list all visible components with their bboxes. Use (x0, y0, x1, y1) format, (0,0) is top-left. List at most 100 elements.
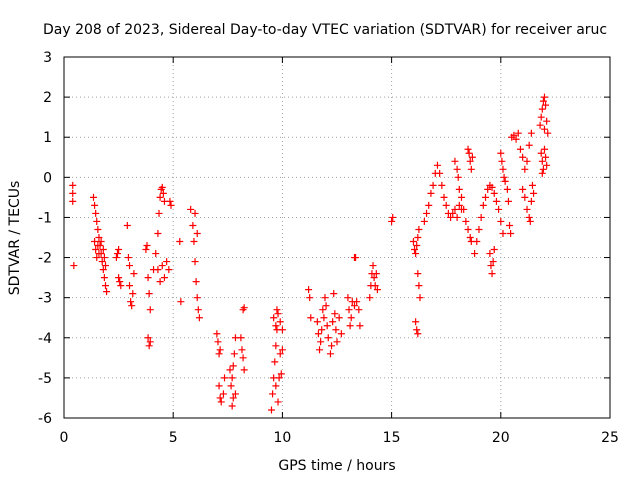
data-point-marker (145, 342, 153, 350)
data-point-marker (530, 189, 538, 197)
data-point-marker (154, 266, 162, 274)
x-axis-label: GPS time / hours (278, 458, 395, 474)
data-point-marker (366, 294, 374, 302)
data-point-marker (100, 254, 108, 262)
data-point-marker (69, 181, 77, 189)
data-point-marker (275, 374, 283, 382)
data-point-marker (543, 161, 551, 169)
data-point-marker (352, 254, 360, 262)
data-point-marker (498, 157, 506, 165)
data-point-marker (307, 314, 315, 322)
data-point-marker (539, 165, 547, 173)
data-point-marker (213, 330, 221, 338)
data-point-marker (454, 173, 462, 181)
data-point-marker (492, 197, 500, 205)
data-point-marker (451, 205, 459, 213)
data-point-marker (237, 334, 245, 342)
data-point-marker (240, 304, 248, 312)
data-point-marker (490, 189, 498, 197)
data-point-marker (540, 145, 548, 153)
data-point-marker (523, 205, 531, 213)
data-point-marker (324, 334, 332, 342)
y-tick-label: -6 (38, 411, 52, 427)
data-point-marker (126, 282, 134, 290)
y-tick-label: -2 (38, 251, 52, 267)
data-point-marker (415, 225, 423, 233)
data-point-marker (411, 246, 419, 254)
data-point-marker (273, 306, 281, 314)
data-point-marker (95, 250, 103, 258)
data-point-marker (479, 201, 487, 209)
data-point-marker (331, 310, 339, 318)
data-point-marker (412, 250, 420, 258)
data-point-marker (194, 306, 202, 314)
data-point-marker (216, 346, 224, 354)
data-point-marker (373, 286, 381, 294)
data-point-marker (346, 322, 354, 330)
y-tick-label: -3 (38, 291, 52, 307)
data-point-marker (69, 197, 77, 205)
data-point-marker (306, 294, 314, 302)
data-point-marker (371, 282, 379, 290)
data-point-marker (95, 234, 103, 241)
data-point-marker (468, 153, 476, 161)
data-point-marker (519, 153, 527, 161)
data-point-marker (191, 209, 199, 217)
data-point-marker (127, 298, 135, 306)
grid (64, 57, 610, 418)
data-point-marker (305, 286, 313, 294)
data-point-marker (347, 314, 355, 322)
data-point-marker (92, 246, 100, 254)
data-point-marker (507, 229, 515, 237)
data-point-marker (271, 358, 279, 366)
data-point-marker (316, 346, 324, 354)
y-tick-label: -5 (38, 371, 52, 387)
data-point-marker (539, 97, 547, 105)
data-point-marker (276, 350, 284, 358)
data-point-marker (538, 169, 546, 177)
data-point-marker (156, 278, 164, 286)
data-point-marker (269, 390, 277, 398)
data-point-marker (457, 193, 465, 201)
data-point-marker (528, 181, 536, 189)
data-point-marker (329, 318, 337, 326)
data-point-marker (129, 290, 137, 298)
data-point-marker (91, 238, 99, 246)
data-point-marker (144, 334, 152, 342)
data-point-marker (466, 157, 474, 165)
y-tick-label: 0 (43, 170, 52, 186)
y-tick-label: 3 (43, 50, 52, 66)
data-point-marker (543, 117, 551, 125)
data-point-marker (413, 326, 421, 334)
x-tick-label: 5 (169, 430, 178, 446)
data-point-marker (152, 250, 160, 258)
data-point-marker (536, 121, 544, 129)
data-point-marker (193, 229, 201, 237)
data-point-marker (187, 205, 195, 213)
data-point-marker (226, 366, 234, 374)
data-point-marker (388, 217, 396, 225)
data-point-marker (192, 278, 200, 286)
data-point-marker (436, 169, 444, 177)
data-point-marker (473, 238, 481, 246)
data-point-marker (538, 105, 546, 113)
data-point-marker (92, 209, 100, 217)
data-point-marker (166, 197, 174, 205)
data-point-marker (425, 201, 433, 209)
data-point-marker (115, 246, 123, 254)
data-point-marker (145, 290, 153, 298)
y-tick-label: 2 (43, 90, 52, 106)
data-point-marker (221, 374, 229, 382)
data-point-marker (159, 189, 167, 197)
data-point-marker (217, 398, 225, 406)
data-point-marker (465, 149, 473, 157)
data-point-marker (544, 129, 552, 137)
y-tick-label: -1 (38, 210, 52, 226)
data-point-marker (124, 254, 132, 262)
data-point-marker (189, 221, 197, 229)
data-point-marker (100, 274, 108, 282)
data-point-marker (330, 290, 338, 298)
data-point-marker (99, 266, 107, 274)
data-point-marker (99, 246, 107, 254)
data-point-marker (216, 394, 224, 402)
